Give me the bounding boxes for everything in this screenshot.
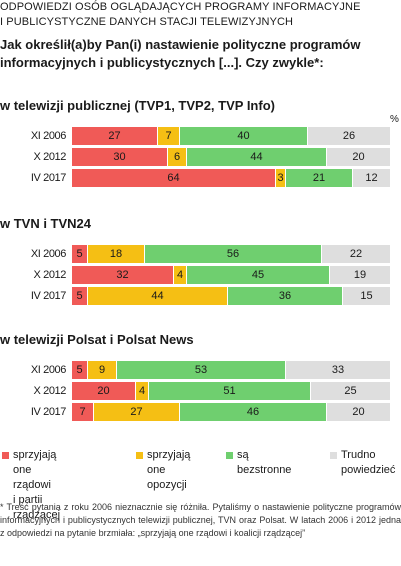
bar-segment-hard-to-say: 12 — [353, 169, 391, 187]
legend-label: Trudno powiedzieć — [341, 449, 396, 476]
subheading-line-1: ODPOWIEDZI OSÓB OGLĄDAJĄCYCH PROGRAMY IN… — [0, 1, 361, 13]
row-label: IV 2017 — [30, 172, 67, 184]
group-title: w TVN i TVN24 — [0, 216, 92, 231]
bar-segment-government: 20 — [72, 382, 136, 400]
chart-legend: sprzyjają one rządowi i partii rządzącej… — [0, 449, 401, 521]
bar-segment-opposition: 9 — [88, 361, 117, 379]
bar-segment-opposition: 18 — [88, 245, 145, 263]
bar-segment-opposition: 7 — [158, 127, 180, 145]
bar-segment-neutral: 44 — [187, 148, 327, 166]
bar-segment-neutral: 46 — [180, 403, 327, 421]
bar-segment-hard-to-say: 15 — [343, 287, 391, 305]
legend-swatch — [136, 452, 143, 459]
bar-segment-hard-to-say: 19 — [330, 266, 391, 284]
bar-segment-opposition: 27 — [94, 403, 180, 421]
bar-segment-opposition: 6 — [168, 148, 187, 166]
bar-segment-government: 30 — [72, 148, 168, 166]
bar-segment-government: 5 — [72, 361, 88, 379]
row-label: IV 2017 — [30, 406, 67, 418]
bar-segment-hard-to-say: 26 — [308, 127, 391, 145]
bar-segment-government: 27 — [72, 127, 158, 145]
percent-unit-label: % — [390, 114, 399, 125]
bar-segment-government: 7 — [72, 403, 94, 421]
bar-segment-opposition: 44 — [88, 287, 228, 305]
bar-segment-neutral: 21 — [286, 169, 353, 187]
bar-segment-neutral: 40 — [180, 127, 308, 145]
bar-segment-neutral: 45 — [187, 266, 330, 284]
bar-segment-opposition: 4 — [174, 266, 187, 284]
row-label: X 2012 — [33, 151, 67, 163]
bar-segment-neutral: 51 — [149, 382, 311, 400]
bar-segment-government: 32 — [72, 266, 174, 284]
row-label: IV 2017 — [30, 290, 67, 302]
row-label: X 2012 — [33, 385, 67, 397]
bar-segment-neutral: 53 — [117, 361, 286, 379]
bar-segment-neutral: 36 — [228, 287, 343, 305]
question-line-2: informacyjnych i publicystycznych [...].… — [0, 55, 324, 70]
bar-segment-hard-to-say: 25 — [311, 382, 391, 400]
legend-label: sprzyjają one opozycji — [147, 449, 191, 491]
survey-subheading: ODPOWIEDZI OSÓB OGLĄDAJĄCYCH PROGRAMY IN… — [0, 0, 401, 30]
bar-segment-opposition: 3 — [276, 169, 286, 187]
bar-segment-government: 64 — [72, 169, 276, 187]
row-label: XI 2006 — [30, 248, 67, 260]
legend-label: są bezstronne — [237, 449, 292, 476]
row-label: XI 2006 — [30, 364, 67, 376]
subheading-line-2: I PUBLICYSTYCZNE DANYCH STACJI TELEWIZYJ… — [0, 16, 294, 28]
bar-segment-hard-to-say: 22 — [322, 245, 391, 263]
question-line-1: Jak określił(a)by Pan(i) nastawienie pol… — [0, 37, 361, 52]
bar-segment-government: 5 — [72, 245, 88, 263]
row-label: X 2012 — [33, 269, 67, 281]
row-label: XI 2006 — [30, 130, 67, 142]
legend-label: sprzyjają one rządowi i partii rządzącej — [13, 449, 61, 521]
footnote: * Treść pytania z roku 2006 nieznacznie … — [0, 502, 401, 538]
survey-question: Jak określił(a)by Pan(i) nastawienie pol… — [0, 36, 401, 72]
legend-swatch — [330, 452, 337, 459]
bar-segment-hard-to-say: 20 — [327, 148, 391, 166]
bar-segment-hard-to-say: 33 — [286, 361, 391, 379]
bar-segment-hard-to-say: 20 — [327, 403, 391, 421]
legend-swatch — [2, 452, 9, 459]
bar-segment-neutral: 56 — [145, 245, 322, 263]
legend-swatch — [226, 452, 233, 459]
group-title: w telewizji Polsat i Polsat News — [0, 332, 194, 347]
bar-segment-opposition: 4 — [136, 382, 149, 400]
bar-segment-government: 5 — [72, 287, 88, 305]
group-title: w telewizji publicznej (TVP1, TVP2, TVP … — [0, 98, 275, 113]
